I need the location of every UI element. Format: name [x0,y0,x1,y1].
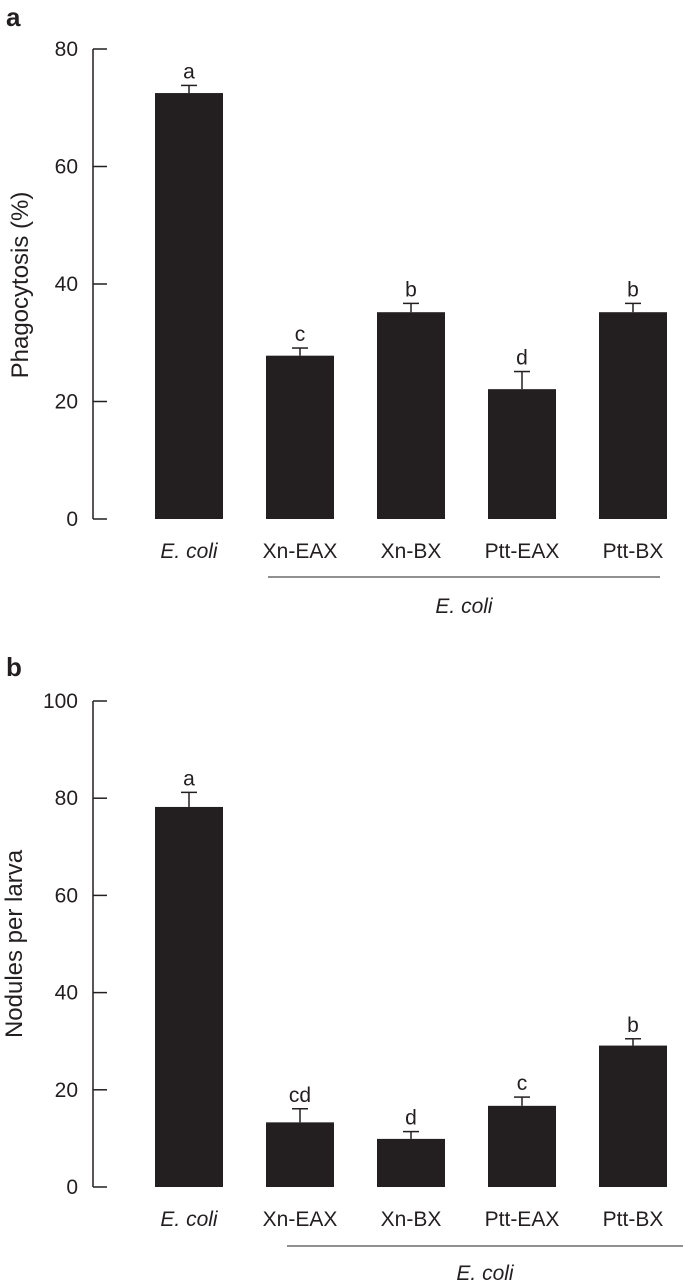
y-tick-label: 0 [66,508,78,531]
category-labels-a: E. coli Xn-EAX Xn-BX Ptt-EAX Ptt-BX [160,540,663,563]
bar [599,312,667,519]
y-tick-label: 20 [55,1079,78,1102]
y-axis-label-b: Nodules per larva [1,849,28,1038]
significance-label: a [183,60,195,83]
group-label: E. coli [435,595,494,618]
group-bracket-b: E. coli [287,1245,683,1282]
category-label: Xn-EAX [263,540,338,563]
y-tick-label: 80 [55,787,78,810]
y-tick-label: 60 [55,156,78,179]
bars-b: a cd d c b [155,767,667,1187]
y-tick-label: 60 [55,884,78,907]
significance-label: c [295,323,306,346]
category-label: Xn-BX [381,540,442,563]
category-labels-b: E. coli Xn-EAX Xn-BX Ptt-EAX Ptt-BX [160,1208,663,1231]
category-label: Ptt-BX [603,1208,664,1231]
category-label: Ptt-EAX [485,1208,560,1231]
significance-label: b [405,278,417,301]
y-tick-label: 0 [66,1176,78,1199]
category-label: Ptt-EAX [485,540,560,563]
bars-a: a c b d b [155,60,667,519]
y-axis-label-a: Phagocytosis (%) [7,192,34,379]
category-label: Xn-EAX [263,1208,338,1231]
category-label: E. coli [160,540,219,563]
y-tick-label: 80 [55,38,78,61]
bar [266,1122,334,1187]
panel-label-a: a [6,2,21,32]
y-tick-label: 40 [55,982,78,1005]
panel-label-b: b [6,652,22,682]
significance-label: c [517,1072,528,1095]
y-axis-a: 0 20 40 60 80 [55,38,107,531]
bar [488,389,556,519]
bar [599,1045,667,1187]
y-axis-b: 0 20 40 60 80 100 [43,690,107,1199]
category-label: E. coli [160,1208,219,1231]
category-label: Xn-BX [381,1208,442,1231]
bar [155,806,223,1187]
y-tick-label: 100 [43,690,78,713]
bar [377,312,445,519]
significance-label: a [183,767,195,790]
group-label: E. coli [456,1262,515,1282]
category-label: Ptt-BX [603,540,664,563]
bar [266,355,334,519]
significance-label: b [627,278,639,301]
y-tick-label: 20 [55,391,78,414]
group-bracket-a: E. coli [268,576,660,618]
significance-label: cd [289,1084,311,1107]
significance-label: d [516,347,528,370]
bar [155,93,223,519]
significance-label: d [405,1107,417,1130]
bar [377,1138,445,1187]
significance-label: b [627,1014,639,1037]
bar [488,1105,556,1187]
y-tick-label: 40 [55,273,78,296]
panel-a: a Phagocytosis (%) 0 20 40 60 80 a c b d b E. co… [6,2,667,618]
